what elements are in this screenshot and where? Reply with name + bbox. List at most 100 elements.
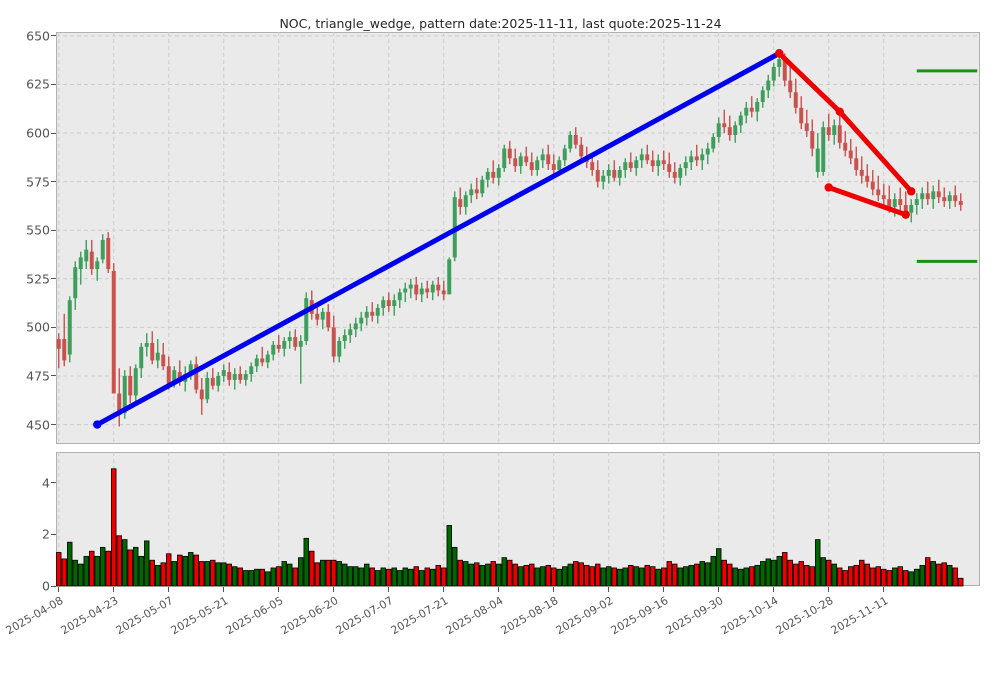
volume-bar [809,566,815,587]
price-tick-label: 625 [26,76,50,92]
candle-body [579,144,584,157]
candle-body [639,154,644,161]
volume-bar [83,555,89,587]
volume-bar [617,568,623,587]
volume-bar [463,561,469,587]
volume-bar [914,568,920,587]
candle-body [100,239,105,260]
volume-bar [611,567,617,587]
volume-bar [391,567,397,587]
price-tick-mark [51,375,56,377]
volume-bar [375,570,381,587]
candle-body [161,354,166,367]
candle-body [507,148,512,159]
volume-bar [859,559,865,587]
volume-bar [204,561,210,587]
candle-body [342,335,347,341]
volume-bar [210,559,216,587]
volume-bar [188,552,194,587]
volume-tick-label: 2 [42,526,50,542]
volume-bar [144,540,150,587]
volume-bar [111,468,117,587]
price-tick-mark [51,181,56,183]
candle-body [249,366,254,375]
candle-body [172,370,177,384]
candle-body [744,107,749,116]
volume-bar [798,561,804,587]
candle-body [590,162,595,170]
candle-body [84,249,89,262]
volume-bar [441,567,447,587]
candle-body [414,284,419,295]
volume-bar [655,568,661,587]
volume-bar [578,562,584,587]
volume-bar [265,571,271,587]
candle-body [617,169,622,178]
candle-body [375,307,380,316]
volume-bar [864,563,870,587]
candle-body [199,389,204,400]
candle-body [892,199,897,207]
volume-bar [848,566,854,587]
volume-bar [413,566,419,587]
volume-bar [875,566,881,587]
candle-body [722,123,727,128]
candle-body [419,288,424,295]
candle-body [353,323,358,330]
candle-body [144,342,149,347]
candle-body [128,375,133,396]
uptrend-line-marker [93,420,102,429]
volume-bar [771,559,777,587]
date-tick-mark [498,587,500,592]
candle-body [601,175,606,182]
volume-bar [364,563,370,587]
volume-bar [215,562,221,587]
candle-body [958,201,963,205]
candle-body [683,162,688,169]
volume-bar [336,561,342,587]
candle-body [623,162,628,170]
volume-bar [567,563,573,587]
candle-body [359,317,364,324]
volume-bar [853,564,859,587]
date-tick-mark [168,587,170,592]
volume-bar [551,567,557,587]
uptrend-line [93,49,784,429]
candle-body [837,125,842,143]
volume-bar [556,568,562,587]
candle-body [260,358,265,363]
volume-bar [820,557,826,587]
volume-bar [160,562,166,587]
volume-bar [672,563,678,587]
volume-bar [397,570,403,587]
volume-bar [485,563,491,587]
volume-bar [430,568,436,587]
volume-bar [903,570,909,587]
volume-bar [122,539,128,587]
candle-body [914,199,919,205]
candle-body [540,154,545,161]
volume-bar [683,566,689,587]
date-tick-mark [113,587,115,592]
candle-body [326,311,331,328]
candle-body [947,195,952,202]
candle-body [67,300,72,355]
candle-body [56,339,61,349]
candle-body [271,344,276,355]
wedge-upper-line [775,49,916,196]
volume-bar [402,567,408,587]
volume-bar [358,567,364,587]
candle-body [782,59,787,81]
volume-bar [919,564,925,587]
volume-bar [677,567,683,587]
candle-body [606,169,611,176]
volume-bar [138,555,144,587]
volume-bar [270,567,276,587]
volume-bar [831,563,837,587]
candle-body [568,135,573,149]
volume-bar [221,562,227,587]
volume-bar [281,561,287,587]
candle-body [337,341,342,357]
volume-bar [639,567,645,587]
